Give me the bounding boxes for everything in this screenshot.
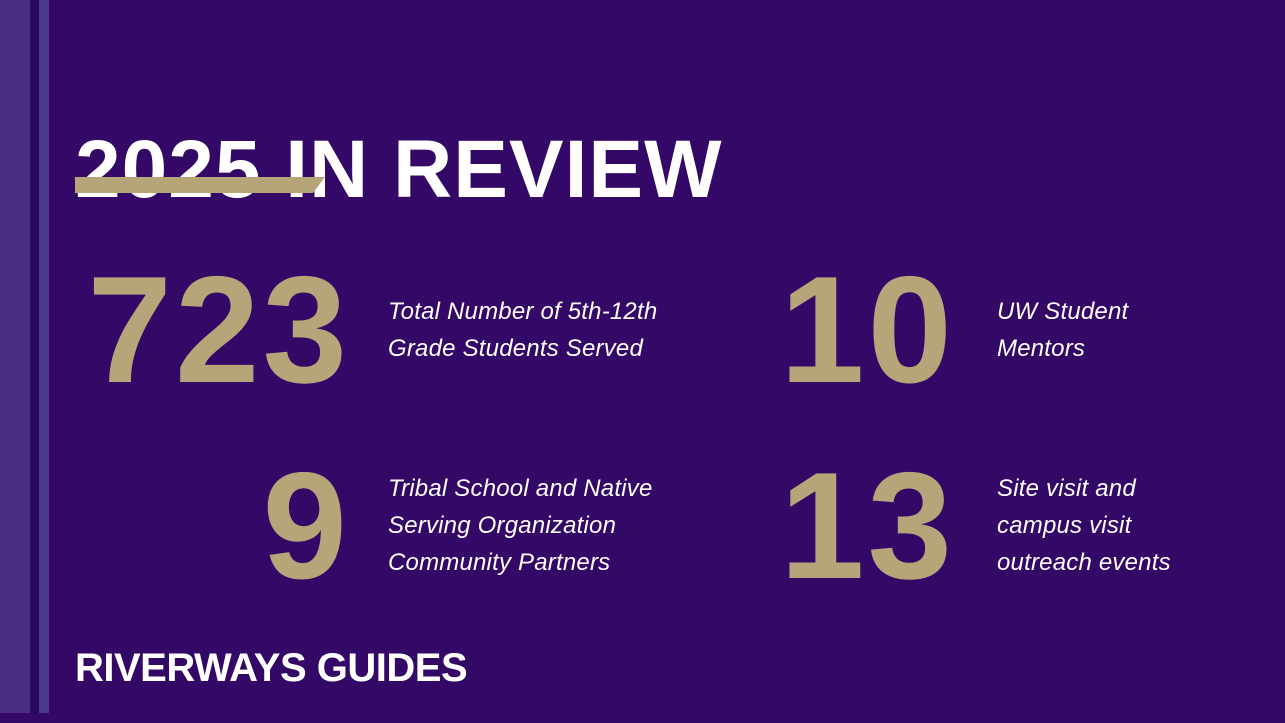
stat-label-line: UW Student xyxy=(997,297,1129,325)
spine-shadow-band xyxy=(30,0,39,713)
stat-label-line: Mentors xyxy=(997,334,1086,362)
stat-label-line: Serving Organization xyxy=(388,512,617,539)
spine-outer-band xyxy=(0,0,30,713)
stat-outreach-events: 13 Site visit and campus visit outreach … xyxy=(695,448,1235,603)
title-underline-bar xyxy=(75,177,325,193)
stat-label-line: Community Partners xyxy=(388,549,611,576)
stat-label-line: Total Number of 5th-12th xyxy=(388,297,658,325)
stat-value-student-mentors: 10 xyxy=(779,244,955,415)
stat-student-mentors: 10 UW Student Mentors xyxy=(695,252,1235,407)
spine-highlight-band xyxy=(39,0,49,713)
stats-row-bottom: 9 Tribal School and Native Serving Organ… xyxy=(75,448,1235,603)
stat-label-line: outreach events xyxy=(997,549,1171,576)
stat-label-students-served: Total Number of 5th-12th Grade Students … xyxy=(388,293,657,367)
stat-label-student-mentors: UW Student Mentors xyxy=(997,293,1128,367)
stat-community-partners: 9 Tribal School and Native Serving Organ… xyxy=(75,448,695,603)
stat-students-served: 723 Total Number of 5th-12th Grade Stude… xyxy=(75,252,695,407)
stat-label-line: Grade Students Served xyxy=(388,334,644,362)
stat-value-students-served: 723 xyxy=(87,244,350,415)
stat-label-line: Tribal School and Native xyxy=(388,475,653,502)
program-name-footer: RIVERWAYS GUIDES xyxy=(75,646,468,690)
stat-value-community-partners: 9 xyxy=(262,440,350,611)
stat-label-line: campus visit xyxy=(997,512,1132,539)
stats-row-top: 723 Total Number of 5th-12th Grade Stude… xyxy=(75,252,1235,407)
stat-label-line: Site visit and xyxy=(997,475,1136,502)
stat-label-outreach-events: Site visit and campus visit outreach eve… xyxy=(997,470,1171,581)
stat-value-outreach-events: 13 xyxy=(779,440,955,611)
stat-label-community-partners: Tribal School and Native Serving Organiz… xyxy=(388,470,653,581)
page-title: 2025 IN REVIEW xyxy=(75,123,723,215)
